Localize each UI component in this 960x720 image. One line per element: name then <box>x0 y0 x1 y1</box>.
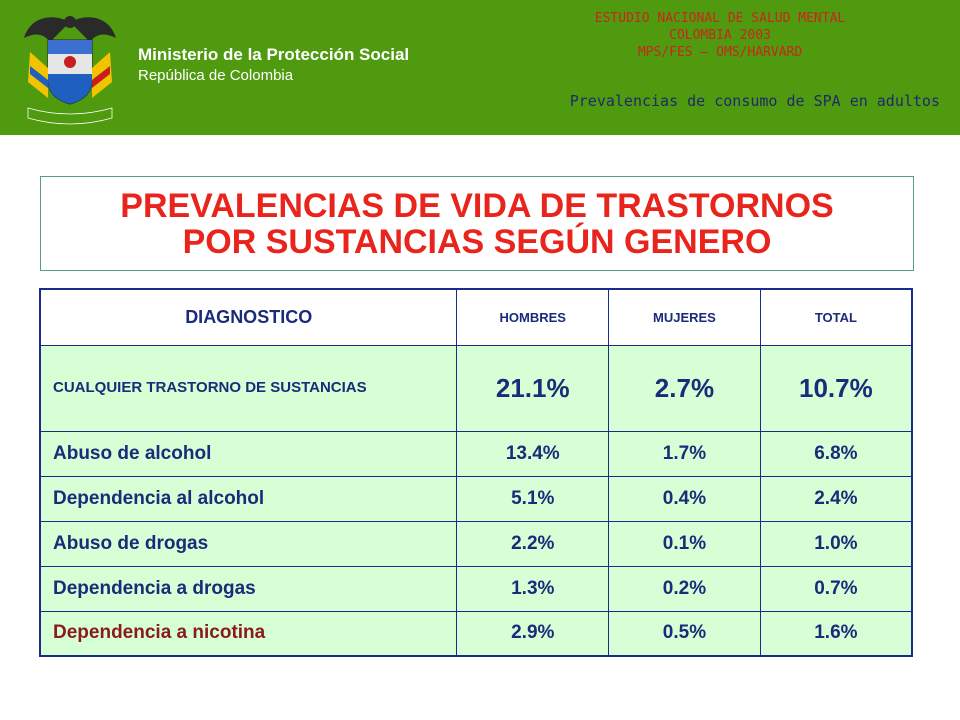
cell-mujeres: 0.4% <box>608 475 761 522</box>
table-row: Abuso de alcohol 13.4% 1.7% 6.8% <box>39 430 913 477</box>
cell-mujeres: 2.7% <box>608 344 761 432</box>
cell-hombres: 1.3% <box>456 565 610 612</box>
study-line-2: COLOMBIA 2003 <box>669 28 771 43</box>
cell-total: 10.7% <box>759 344 913 432</box>
header-diagnostico: DIAGNOSTICO <box>39 288 458 346</box>
header-hombres: HOMBRES <box>456 288 610 346</box>
cell-total: 1.0% <box>759 520 913 567</box>
cell-total: 6.8% <box>759 430 913 477</box>
table-row: CUALQUIER TRASTORNO DE SUSTANCIAS 21.1% … <box>39 344 913 432</box>
cell-hombres: 5.1% <box>456 475 610 522</box>
row-label: Dependencia al alcohol <box>39 475 458 522</box>
cell-hombres: 2.9% <box>456 610 610 657</box>
title-box: PREVALENCIAS DE VIDA DE TRASTORNOS POR S… <box>40 176 914 271</box>
study-line-1: ESTUDIO NACIONAL DE SALUD MENTAL <box>594 11 846 26</box>
cell-mujeres: 0.2% <box>608 565 761 612</box>
header-banner: Ministerio de la Protección Social Repúb… <box>0 0 960 135</box>
cell-mujeres: 0.5% <box>608 610 761 657</box>
row-label: Abuso de alcohol <box>39 430 458 477</box>
study-line-3: MPS/FES – OMS/HARVARD <box>637 45 803 60</box>
cell-total: 0.7% <box>759 565 913 612</box>
country-name: República de Colombia <box>138 67 294 84</box>
slide-title: PREVALENCIAS DE VIDA DE TRASTORNOS POR S… <box>120 186 834 261</box>
cell-total: 2.4% <box>759 475 913 522</box>
cell-total: 1.6% <box>759 610 913 657</box>
study-info: ESTUDIO NACIONAL DE SALUD MENTAL COLOMBI… <box>520 10 920 61</box>
row-label: Dependencia a nicotina <box>39 610 458 657</box>
table-header-row: DIAGNOSTICO HOMBRES MUJERES TOTAL <box>39 288 913 346</box>
cell-mujeres: 1.7% <box>608 430 761 477</box>
header-mujeres: MUJERES <box>608 288 761 346</box>
cell-hombres: 13.4% <box>456 430 610 477</box>
header-total: TOTAL <box>759 288 913 346</box>
ministry-block: Ministerio de la Protección Social Repúb… <box>138 44 409 86</box>
cell-hombres: 2.2% <box>456 520 610 567</box>
row-label: Abuso de drogas <box>39 520 458 567</box>
prevalence-table: DIAGNOSTICO HOMBRES MUJERES TOTAL CUALQU… <box>39 288 913 657</box>
row-label: CUALQUIER TRASTORNO DE SUSTANCIAS <box>39 344 458 432</box>
table-row: Dependencia a drogas 1.3% 0.2% 0.7% <box>39 565 913 612</box>
cell-mujeres: 0.1% <box>608 520 761 567</box>
coat-of-arms-logo <box>24 16 116 125</box>
table-row: Dependencia a nicotina 2.9% 0.5% 1.6% <box>39 610 913 657</box>
slide-subtitle: Prevalencias de consumo de SPA en adulto… <box>569 92 940 110</box>
table-row: Dependencia al alcohol 5.1% 0.4% 2.4% <box>39 475 913 522</box>
cell-hombres: 21.1% <box>456 344 610 432</box>
ministry-name: Ministerio de la Protección Social <box>138 45 410 64</box>
row-label: Dependencia a drogas <box>39 565 458 612</box>
table-row: Abuso de drogas 2.2% 0.1% 1.0% <box>39 520 913 567</box>
